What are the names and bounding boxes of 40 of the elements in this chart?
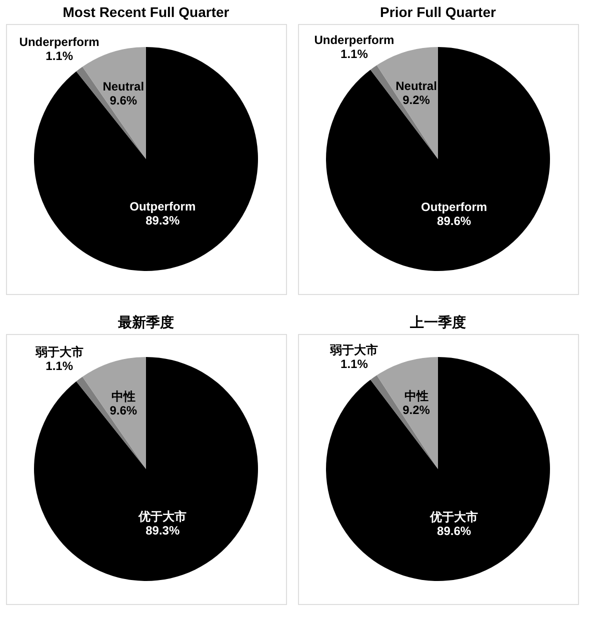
pie-slice [376, 47, 438, 159]
slice-label: 优于大市 [138, 510, 187, 524]
slice-label: Underperform [19, 35, 100, 50]
pie-slice [82, 47, 146, 159]
slice-label: Outperform [130, 200, 196, 214]
pie-slice [326, 357, 550, 581]
data-label: 1.1% [46, 49, 74, 64]
pie-slice [326, 47, 550, 271]
slice-label: 中性 [111, 389, 136, 404]
slice-label: Neutral [396, 79, 437, 94]
chart-title: Prior Full Quarter [380, 4, 496, 20]
pie-slice [376, 357, 438, 469]
slice-label: Neutral [102, 79, 144, 94]
slice-label: 中性 [404, 389, 428, 404]
data-label: 89.6% [437, 214, 472, 228]
pie-slice [34, 47, 258, 271]
data-label: 9.2% [402, 403, 430, 418]
slice-label: 弱于大市 [329, 342, 378, 357]
pie-slice [370, 375, 438, 469]
pie-slice [76, 66, 146, 159]
pie-slice [370, 65, 438, 159]
chart-title: 上一季度 [409, 314, 466, 330]
data-label: 1.1% [46, 359, 74, 374]
data-label: 89.3% [146, 524, 180, 538]
slice-label: Underperform [314, 32, 394, 47]
data-label: 89.3% [146, 214, 180, 228]
data-label: 9.2% [402, 93, 430, 108]
pie-slice [76, 376, 146, 469]
data-label: 89.6% [437, 524, 472, 538]
chart-title: 最新季度 [117, 314, 174, 330]
slice-label: 优于大市 [429, 510, 478, 524]
pie-slice [34, 357, 258, 581]
slice-label: Outperform [421, 200, 488, 214]
chart-title: Most Recent Full Quarter [62, 4, 230, 20]
slice-label: 弱于大市 [34, 345, 84, 360]
data-label: 1.1% [340, 46, 368, 61]
data-label: 9.6% [110, 403, 138, 418]
data-label: 1.1% [340, 356, 368, 371]
pie-slice [82, 357, 146, 469]
data-label: 9.6% [110, 93, 138, 108]
